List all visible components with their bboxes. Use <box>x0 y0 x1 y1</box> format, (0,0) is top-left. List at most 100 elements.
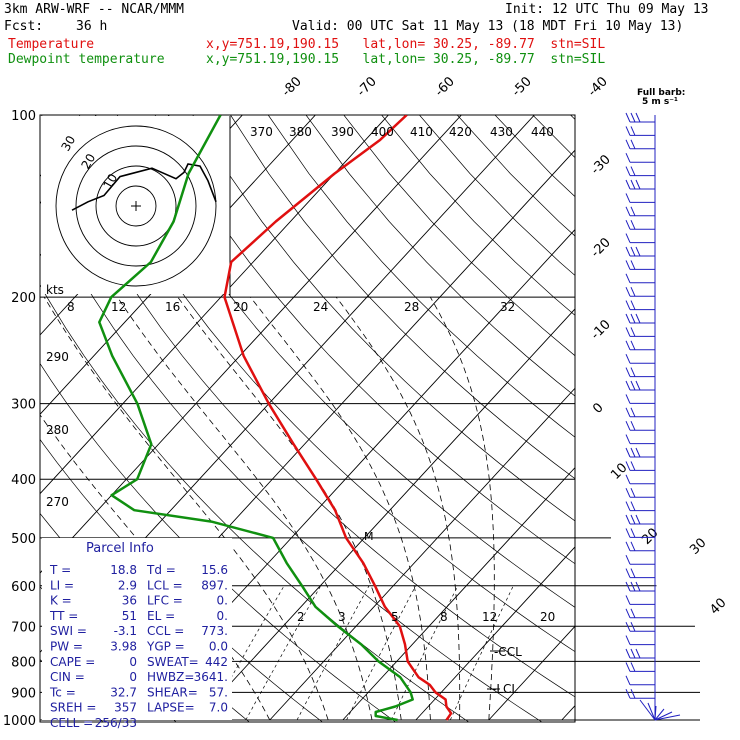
wind-barb-surface <box>639 699 656 721</box>
dry-adiabat <box>78 115 575 653</box>
isotherm-line <box>488 625 575 721</box>
isotherm-line <box>196 308 575 721</box>
parcel-row-label: Td = <box>146 563 176 577</box>
model-title: 3km ARW-WRF -- NCAR/MMM <box>4 2 185 17</box>
moist-adiabat <box>43 296 329 721</box>
wind-barb <box>625 461 655 471</box>
isotherm-tick-label: 30 <box>687 536 709 558</box>
wind-barb <box>625 420 655 431</box>
theta-label: 390 <box>331 125 354 139</box>
dewpoint-location: x,y=751.19,190.15 lat,lon= 30.25, -89.77… <box>206 52 606 67</box>
valid-time: Valid: 00 UTC Sat 11 May 13 (18 MDT Fri … <box>292 19 684 34</box>
wind-barb <box>625 648 655 659</box>
parcel-row-value: 256/33 <box>95 716 137 730</box>
parcel-row-label: LAPSE= <box>147 701 195 715</box>
wind-barb <box>625 474 655 485</box>
wind-barb-surface <box>654 708 665 721</box>
wind-barb <box>625 152 655 163</box>
dry-adiabat <box>684 115 740 733</box>
moist-adiabat <box>335 296 461 720</box>
hodograph-speed-label: 24 <box>313 300 328 314</box>
wind-barb-surface <box>654 714 681 721</box>
mixing-ratio-label: 5 <box>391 610 399 624</box>
temperature-location: x,y=751.19,190.15 lat,lon= 30.25, -89.77… <box>206 37 606 52</box>
mixing-ratio-line <box>346 585 417 721</box>
parcel-row-label: SWEAT= <box>147 655 199 669</box>
dry-adiabat <box>267 115 575 438</box>
parcel-row-label: SWI = <box>50 624 87 638</box>
wind-barb <box>625 447 655 458</box>
parcel-row-value: 18.8 <box>110 563 137 577</box>
profile-curves <box>98 115 453 722</box>
hodograph-speed-label: 12 <box>111 300 126 314</box>
wind-barb <box>625 353 655 364</box>
wind-barb <box>625 541 655 552</box>
isotherm-line <box>635 115 740 720</box>
isotherm-line <box>561 704 575 721</box>
marker-m: M <box>364 530 374 543</box>
dry-adiabat <box>646 115 740 733</box>
isotherm-tick-label: -10 <box>588 317 614 343</box>
parcel-row-label: CELL = <box>50 716 93 730</box>
wind-barb <box>625 514 655 525</box>
parcel-row-label: EL = <box>147 609 175 623</box>
parcel-row-value: 442 <box>205 655 228 669</box>
parcel-row-label: TT = <box>49 609 78 623</box>
pressure-tick-label: 100 <box>11 109 36 124</box>
forecast-label: Fcst: <box>4 19 44 34</box>
hodograph-ring <box>115 185 157 227</box>
dry-adiabat <box>532 115 575 159</box>
pressure-tick-label: 1000 <box>3 714 36 729</box>
pressure-tick-label: 400 <box>11 473 36 488</box>
dry-adiabat <box>192 115 575 522</box>
dry-adiabat <box>494 115 575 198</box>
parcel-row-value: 0 <box>129 670 137 684</box>
parcel-row-value: 357 <box>114 701 137 715</box>
isotherm-line <box>40 115 389 495</box>
mixing-ratio-label: 20 <box>540 610 555 624</box>
parcel-row-value: 15.6 <box>201 563 228 577</box>
mixing-ratio-label: 2 <box>297 610 305 624</box>
hodograph-speed-label: 8 <box>67 300 75 314</box>
wind-barb <box>625 595 655 605</box>
parcel-row-value: 897. <box>201 578 228 592</box>
dry-adiabat <box>381 115 575 316</box>
dry-adiabat <box>230 115 575 480</box>
theta-label: 430 <box>490 125 513 139</box>
barb-legend-line1: Full barb: <box>637 88 685 98</box>
parcel-row-value: 773. <box>201 624 228 638</box>
parcel-row-label: Tc = <box>49 685 76 699</box>
parcel-row-value: -3.1 <box>114 624 137 638</box>
wind-barb <box>625 407 655 418</box>
hodograph-ring <box>75 145 197 267</box>
wind-barbs <box>625 112 681 721</box>
wind-barb <box>625 367 655 378</box>
wind-barb <box>625 273 655 284</box>
parcel-row-value: 36 <box>122 594 137 608</box>
mixing-ratio-label: 8 <box>440 610 448 624</box>
parcel-row-label: SHEAR= <box>147 685 198 699</box>
hodograph-speed-label: 16 <box>165 300 180 314</box>
parcel-row-value: 0 <box>129 655 137 669</box>
hodograph-ring <box>55 125 217 287</box>
parcel-row-value: 51 <box>122 609 137 623</box>
dry-adiabat <box>154 115 575 565</box>
mixing-ratio-label: 12 <box>482 610 497 624</box>
parcel-row-value: 32.7 <box>110 685 137 699</box>
wind-barb <box>625 193 655 203</box>
theta-label: 380 <box>289 125 312 139</box>
temperature-legend: Temperature <box>8 37 95 52</box>
wind-barb <box>625 635 655 646</box>
wind-barb <box>625 246 655 257</box>
dewpoint-legend: Dewpoint temperature <box>8 52 165 67</box>
wind-barb <box>625 394 655 404</box>
parcel-row-label: YGP = <box>146 640 185 654</box>
wind-barb <box>625 139 655 150</box>
hodograph-units: kts <box>46 283 64 297</box>
pressure-tick-label: 500 <box>11 532 36 547</box>
parcel-row-label: PW = <box>50 640 83 654</box>
isotherm-line <box>269 387 575 721</box>
isotherm-line <box>342 466 575 721</box>
